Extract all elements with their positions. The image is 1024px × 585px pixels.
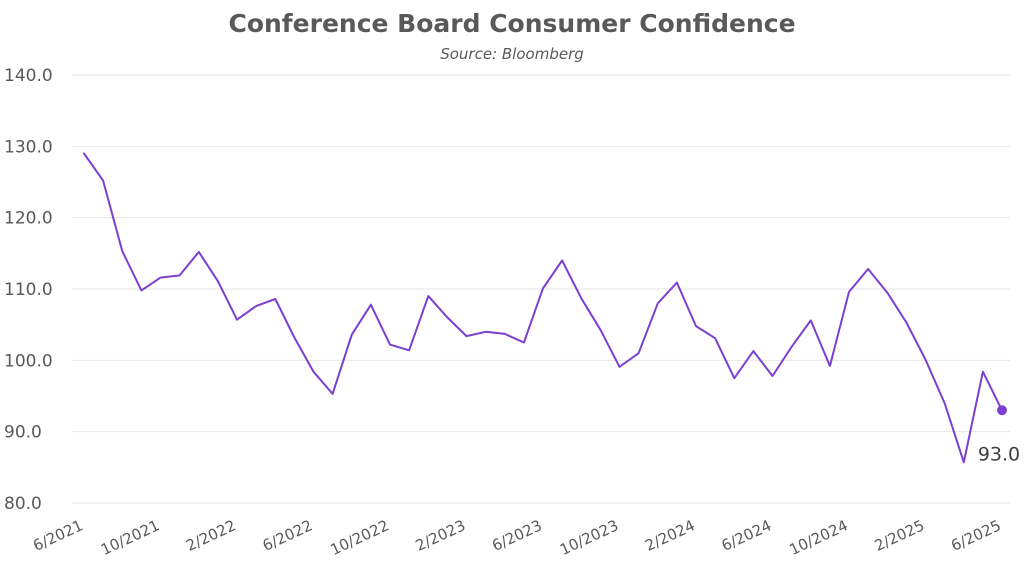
data-point [904, 320, 909, 325]
data-point [158, 275, 163, 280]
y-tick-label: 90.0 [4, 423, 42, 443]
chart-title: Conference Board Consumer Confidence [228, 9, 795, 38]
data-point [215, 279, 220, 284]
gridlines [72, 74, 1010, 504]
data-point [82, 151, 87, 156]
last-value-label: 93.0 [978, 443, 1020, 465]
data-point [808, 318, 813, 323]
x-tick-label: 10/2021 [98, 516, 162, 559]
data-point [847, 289, 852, 294]
x-tick-label: 6/2021 [30, 516, 85, 555]
chart-subtitle: Source: Bloomberg [440, 45, 584, 63]
y-tick-label: 100.0 [4, 351, 53, 371]
data-point [349, 332, 354, 337]
series [82, 151, 1007, 465]
data-point [751, 349, 756, 354]
y-tick-label: 140.0 [4, 66, 53, 86]
data-point [177, 273, 182, 278]
data-point [694, 324, 699, 329]
data-point [311, 369, 316, 374]
x-tick-label: 2/2025 [872, 516, 927, 555]
data-point [101, 178, 106, 183]
data-point [292, 335, 297, 340]
data-point [541, 286, 546, 291]
data-point [330, 391, 335, 396]
x-tick-label: 10/2024 [787, 516, 851, 559]
data-point [426, 294, 431, 299]
data-point [254, 304, 259, 309]
data-point [942, 401, 947, 406]
data-point [923, 357, 928, 362]
x-tick-label: 6/2023 [489, 516, 544, 555]
x-axis-ticks: 6/2021 10/2021 2/2022 6/2022 10/2022 2/2023 6/… [30, 516, 1003, 559]
x-tick-label: 2/2024 [642, 516, 697, 555]
data-point [655, 301, 660, 306]
x-tick-label: 6/2025 [948, 516, 1003, 555]
data-point [770, 374, 775, 379]
y-tick-label: 120.0 [4, 209, 53, 229]
data-point [579, 296, 584, 301]
data-point [789, 344, 794, 349]
x-tick-label: 2/2022 [183, 516, 238, 555]
data-point [407, 348, 412, 353]
data-point [445, 315, 450, 320]
y-tick-label: 130.0 [4, 137, 53, 157]
data-point [502, 331, 507, 336]
data-point [235, 317, 240, 322]
data-point [483, 329, 488, 334]
x-tick-label: 10/2022 [328, 516, 392, 559]
y-tick-label: 110.0 [4, 280, 53, 300]
data-point [560, 258, 565, 263]
data-point [139, 288, 144, 293]
data-point [120, 249, 125, 254]
x-tick-label: 6/2022 [260, 516, 315, 555]
data-point [598, 327, 603, 332]
x-tick-label: 6/2024 [719, 516, 774, 555]
data-point [732, 376, 737, 381]
data-point [866, 267, 871, 272]
data-point [521, 340, 526, 345]
data-point [368, 302, 373, 307]
data-point [827, 364, 832, 369]
data-point [713, 336, 718, 341]
data-point [196, 249, 201, 254]
data-point [388, 342, 393, 347]
data-point [464, 334, 469, 339]
x-tick-label: 10/2023 [557, 516, 621, 559]
x-tick-label: 2/2023 [413, 516, 468, 555]
series-line [83, 152, 1003, 464]
last-value-marker [997, 405, 1007, 416]
data-point [961, 460, 966, 465]
data-point [885, 290, 890, 295]
data-point [636, 351, 641, 356]
y-axis-ticks: 80.0 90.0 100.0 110.0 120.0 130.0 140.0 [4, 66, 53, 514]
data-point [674, 280, 679, 285]
y-tick-label: 80.0 [4, 494, 42, 514]
data-point [617, 364, 622, 369]
data-point [980, 369, 985, 374]
data-point [273, 296, 278, 301]
